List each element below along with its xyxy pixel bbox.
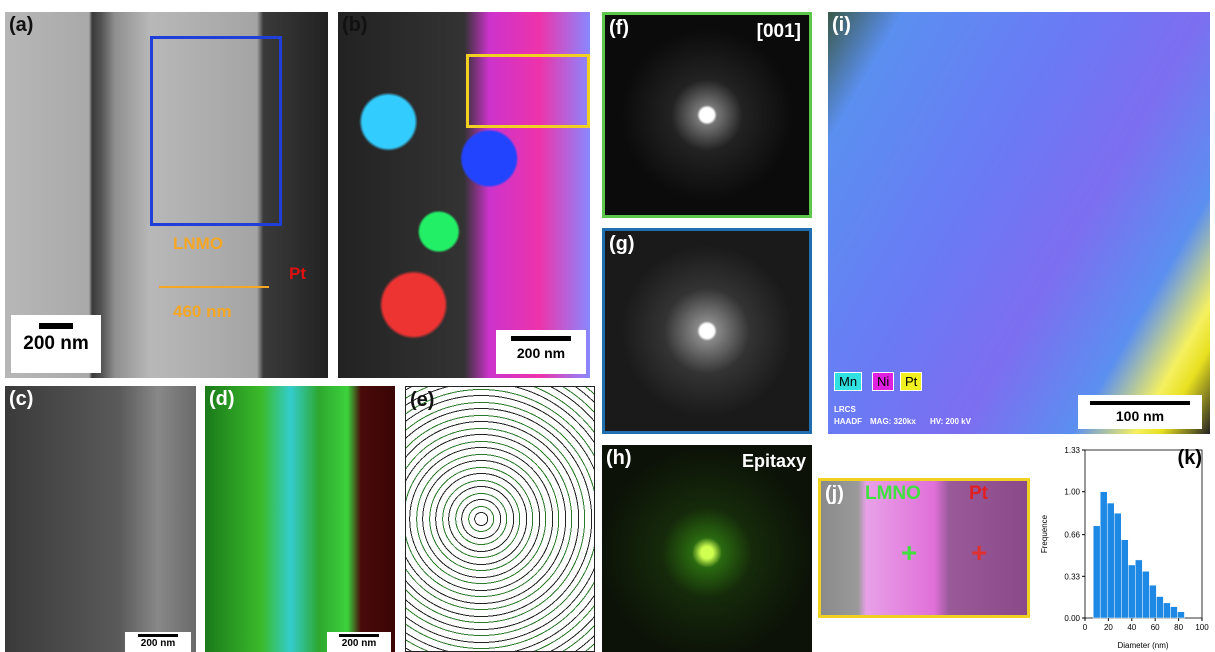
bar [1142, 571, 1150, 619]
marker: + [901, 537, 918, 568]
scale-label: 200 nm [516, 345, 566, 361]
scale-bar: 100 nm [1078, 395, 1202, 429]
info: MAG: 320kx [870, 417, 916, 426]
scale-bar: 200 nm [327, 632, 391, 652]
thickness-label: 460 nm [173, 302, 232, 321]
x-tick-label: 40 [1127, 623, 1136, 632]
panel-i: (i) Mn Ni Pt LRCS HAADF MAG: 320kx HV: 2… [828, 12, 1210, 434]
element-key: Ni [872, 372, 895, 391]
panel-f: (f) [001] [602, 12, 812, 218]
x-tick-label: 20 [1104, 623, 1113, 632]
bar [1177, 611, 1185, 619]
y-tick-label: 0.00 [1064, 614, 1080, 623]
panel-d: (d) 200 nm [205, 386, 395, 652]
panel-label: (d) [209, 388, 235, 410]
marker: + [971, 537, 988, 568]
bar [1163, 602, 1171, 619]
scale-label: 200 nm [140, 638, 176, 649]
y-tick-label: 0.66 [1064, 531, 1080, 540]
caption: Epitaxy [741, 451, 806, 471]
info: HAADF [834, 417, 862, 426]
panel-label: (c) [9, 388, 34, 410]
panel-b: (b) 200 nm [338, 12, 590, 378]
panel-label: (e) [410, 389, 435, 411]
panel-label: (h) [606, 447, 632, 469]
panel-label: (f) [609, 17, 629, 39]
phase-label: LMNO [865, 483, 921, 504]
panel-label: (k) [1178, 447, 1202, 469]
x-tick-label: 60 [1151, 623, 1160, 632]
bar [1149, 584, 1157, 619]
y-tick-label: 1.33 [1064, 446, 1080, 455]
layer-label: LNMO [173, 234, 224, 253]
panel-label: (g) [609, 233, 635, 255]
y-axis-label: Frequence [1040, 514, 1049, 553]
scale-bar: 200 nm [496, 330, 586, 374]
info: LRCS [834, 405, 856, 414]
bar [1106, 502, 1115, 619]
bar [1121, 539, 1129, 619]
bar [1114, 512, 1122, 619]
panel-c: (c) 200 nm [5, 386, 196, 652]
roi-box [150, 36, 282, 226]
layer-label: Pt [289, 264, 306, 283]
panel-label: (j) [825, 483, 844, 505]
scale-label: 200 nm [23, 333, 89, 354]
x-tick-label: 100 [1195, 623, 1209, 632]
scale-bar: 200 nm [125, 632, 191, 652]
info: HV: 200 kV [930, 417, 971, 426]
bar [1156, 596, 1164, 619]
roi-box [466, 54, 590, 128]
panel-label: (a) [9, 14, 34, 36]
histogram: (k) Diameter (nm) Frequence 0.00 0.33 0.66… [1040, 446, 1209, 650]
scale-label: 100 nm [1115, 408, 1165, 424]
panel-h: (h) Epitaxy [602, 445, 812, 652]
x-tick-label: 80 [1174, 623, 1183, 632]
panel-e: (e) [405, 386, 595, 652]
y-tick-label: 0.33 [1064, 572, 1080, 581]
panel-a: (a) LNMO Pt 460 nm 200 nm [5, 12, 328, 378]
phase-label: Pt [969, 483, 988, 504]
x-tick-label: 0 [1083, 623, 1088, 632]
bar [1099, 491, 1108, 619]
panel-label: (i) [832, 14, 851, 36]
panel-j: (j) LMNO Pt + + [818, 478, 1030, 618]
thickness-arrow [159, 286, 269, 288]
panel-label: (b) [342, 14, 368, 36]
zone-axis: [001] [756, 21, 801, 42]
bar [1128, 564, 1136, 619]
bar [1170, 606, 1178, 619]
x-axis-label: Diameter (nm) [1117, 641, 1168, 650]
scale-label: 200 nm [341, 638, 377, 649]
bar [1092, 525, 1101, 619]
element-key: Pt [900, 372, 923, 391]
scale-bar: 200 nm [11, 315, 101, 373]
panel-g: (g) [602, 228, 812, 434]
element-key: Mn [834, 372, 863, 391]
bar [1135, 559, 1143, 619]
y-tick-label: 1.00 [1064, 488, 1080, 497]
